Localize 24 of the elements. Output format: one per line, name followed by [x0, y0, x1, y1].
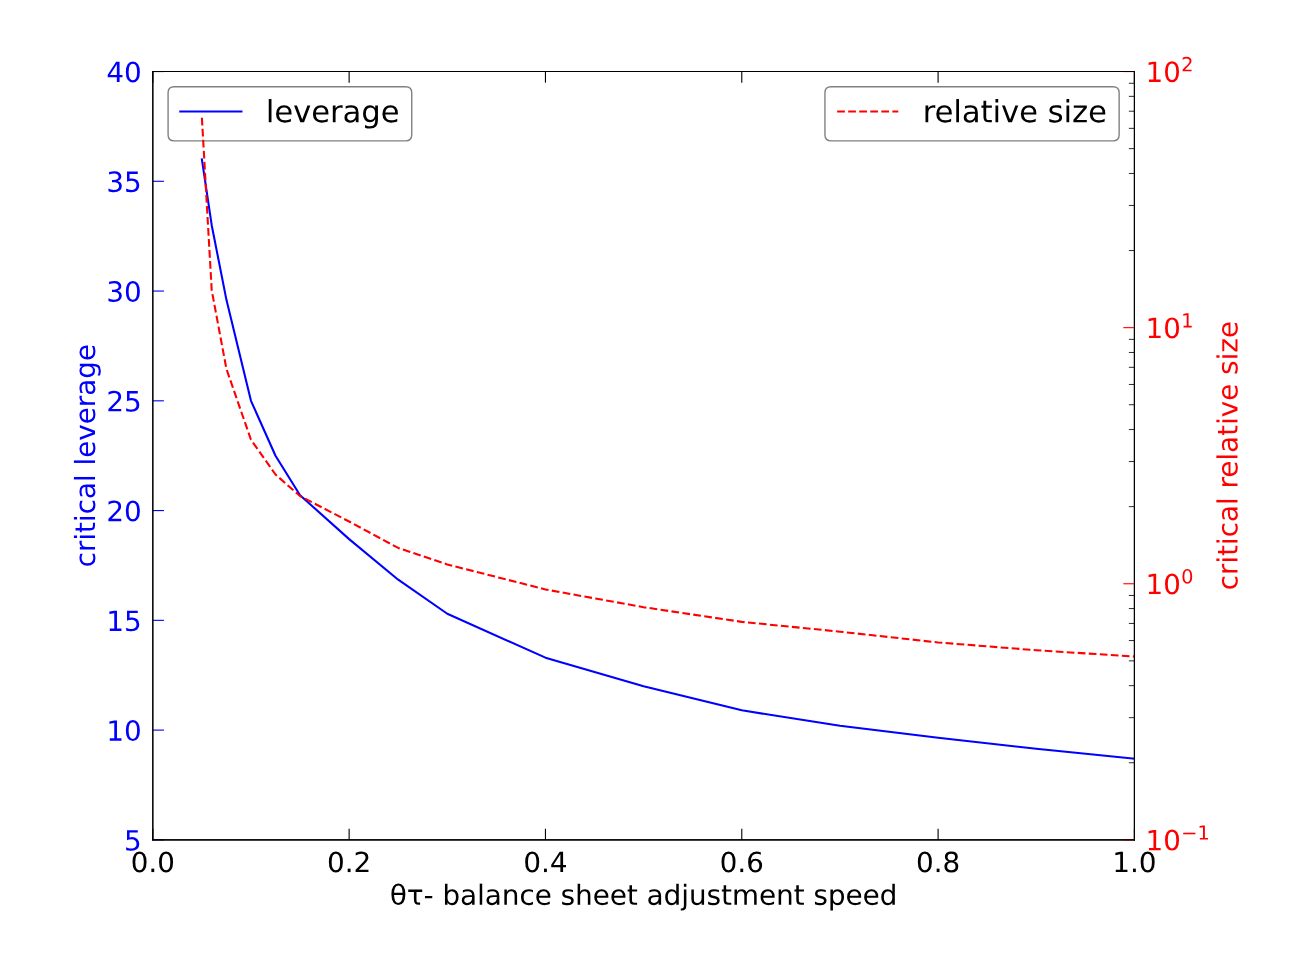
legend-label: relative size [925, 99, 1106, 123]
y2-tick-label: 10$^{−1}$ [1148, 825, 1209, 851]
y-tick-label: 30 [108, 281, 140, 303]
legend-label: leverage [268, 99, 398, 129]
y2-tick-label: 10$^{2}$ [1148, 56, 1192, 83]
y2-tick-label: 10$^{0}$ [1148, 569, 1193, 595]
x-tick-label: 0.4 [525, 851, 566, 873]
y-tick-label: 10 [109, 720, 140, 742]
y-tick-label: 35 [108, 171, 140, 193]
x-tick-label: 1.0 [1115, 851, 1155, 873]
line-series [200, 158, 1135, 760]
x-tick-label: 0.2 [328, 851, 369, 873]
x-axis-title: θτ- balance sheet adjustment speed [391, 883, 895, 911]
y-tick-label: 5 [126, 830, 140, 851]
y2-axis-title: critical relative size [1216, 322, 1238, 589]
y2-tick-label: 10$^{1}$ [1148, 313, 1192, 339]
y-axis-title: critical leverage [73, 345, 101, 566]
x-tick-label: 0.0 [132, 851, 174, 873]
y-tick-label: 20 [108, 500, 140, 522]
y-tick-label: 40 [107, 61, 140, 83]
y-tick-label: 25 [108, 390, 140, 412]
y-tick-label: 15 [109, 610, 140, 632]
x-tick-label: 0.8 [917, 851, 959, 873]
x-tick-label: 0.6 [721, 851, 763, 873]
